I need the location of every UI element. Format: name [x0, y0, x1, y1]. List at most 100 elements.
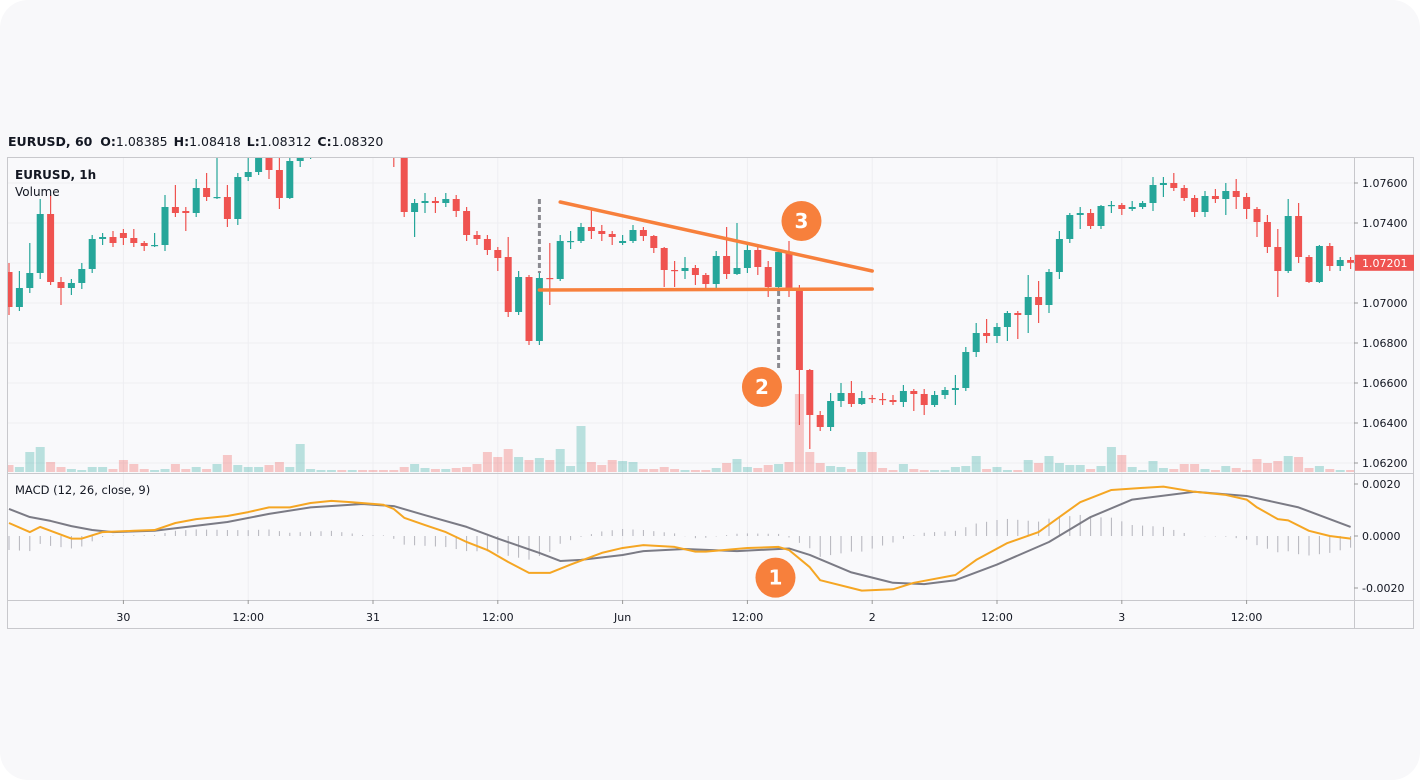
- candle-body: [723, 256, 731, 274]
- volume-bar: [243, 467, 253, 472]
- volume-bar: [358, 470, 368, 472]
- time-tick-label: 12:00: [1231, 611, 1263, 624]
- grid: [8, 158, 1354, 600]
- candle-body: [1201, 196, 1209, 212]
- candle-body: [889, 400, 897, 402]
- candle-body: [370, 123, 377, 131]
- volume-bar: [514, 457, 524, 472]
- descending-trendline[interactable]: [558, 200, 874, 273]
- candle-body: [1035, 297, 1043, 305]
- volume-bar: [503, 449, 513, 472]
- candle-body: [452, 199, 460, 211]
- time-tick-label: 2: [869, 611, 876, 624]
- volume-bar: [170, 464, 180, 472]
- candle-body: [411, 203, 419, 212]
- volume-bar: [46, 462, 56, 472]
- candle-body: [702, 275, 710, 284]
- volume-bar: [212, 464, 222, 472]
- volume-bar: [1117, 455, 1127, 472]
- candle-body: [390, 141, 397, 157]
- volume-bar: [1179, 464, 1189, 472]
- annotation-circle: [781, 201, 822, 241]
- candle-body: [1295, 216, 1303, 257]
- candle-body: [983, 333, 991, 336]
- volume-bar: [670, 469, 680, 472]
- candle-body: [629, 230, 637, 241]
- volume-bar: [534, 458, 544, 472]
- volume-bar: [1262, 463, 1272, 472]
- candle-body: [161, 207, 169, 245]
- candle-body: [1274, 247, 1282, 271]
- support-line[interactable]: [537, 287, 874, 292]
- macd-tick-label: -0.0020: [1362, 582, 1404, 595]
- candle-body: [910, 391, 918, 394]
- candle-body: [182, 211, 190, 213]
- time-tick-label: 3: [1118, 611, 1125, 624]
- volume-bar: [753, 468, 763, 472]
- candle-body: [1180, 188, 1188, 198]
- volume-bar: [555, 449, 565, 472]
- time-tick-label: 12:00: [482, 611, 514, 624]
- candle-body: [827, 401, 835, 427]
- candle-body: [587, 227, 595, 231]
- volume-bar: [316, 470, 326, 472]
- volume-bar: [1138, 470, 1148, 472]
- volume-bar: [493, 457, 503, 472]
- candle-body: [78, 269, 86, 283]
- volume-bar: [1304, 468, 1314, 472]
- volume-bar: [410, 464, 420, 472]
- price-tick-label: 1.07400: [1362, 217, 1408, 230]
- candle-body: [795, 288, 803, 370]
- volume-bar: [399, 467, 409, 472]
- volume-bar: [1231, 468, 1241, 472]
- macd-pane: [8, 485, 1352, 592]
- volume-bar: [1054, 463, 1064, 472]
- price-tick-label: 1.07600: [1362, 177, 1408, 190]
- drawings[interactable]: [537, 199, 874, 371]
- time-tick-label: 31: [366, 611, 380, 624]
- volume-bar: [982, 469, 992, 472]
- volume-bar: [794, 394, 804, 472]
- volume-bar: [971, 456, 981, 472]
- volume-bar: [1106, 447, 1116, 472]
- candle-body: [171, 207, 179, 213]
- volume-bar: [826, 466, 836, 472]
- volume-bar: [649, 469, 659, 472]
- candle-body: [837, 393, 845, 401]
- volume-bar: [1314, 466, 1324, 472]
- candle-body: [920, 394, 928, 405]
- price-tick-label: 1.06200: [1362, 457, 1408, 470]
- candle-body: [1149, 185, 1157, 203]
- candle-body: [8, 272, 13, 307]
- candle-body: [307, 143, 314, 153]
- candle-body: [1305, 257, 1313, 282]
- candle-body: [140, 243, 148, 246]
- candle-body: [535, 278, 543, 341]
- volume-bar: [930, 470, 940, 472]
- candle-body: [67, 283, 75, 288]
- candle-body: [1055, 239, 1063, 272]
- time-tick-label: 12:00: [732, 611, 764, 624]
- annotation-circle: [741, 367, 782, 407]
- volume-bar: [857, 452, 867, 472]
- volume-bar: [524, 460, 534, 472]
- volume-bar: [1294, 457, 1304, 472]
- candle-body: [213, 197, 221, 199]
- volume-bar: [722, 463, 732, 472]
- candle-body: [1014, 313, 1022, 315]
- candle-body: [57, 282, 65, 288]
- pane-title: EURUSD, 1h: [15, 168, 96, 182]
- macd-tick-label: 0.0000: [1362, 530, 1401, 543]
- candle-body: [400, 158, 408, 212]
- volume-bar: [1242, 470, 1252, 472]
- volume-bar: [878, 468, 888, 472]
- candle-body: [1118, 205, 1126, 209]
- annotation-number: 3: [795, 209, 809, 233]
- volume-bar: [566, 466, 576, 472]
- candle-body: [1045, 272, 1053, 305]
- candle-body: [338, 121, 345, 127]
- candle-body: [473, 235, 481, 239]
- volume-bar: [1096, 466, 1106, 472]
- candle-body: [192, 188, 200, 213]
